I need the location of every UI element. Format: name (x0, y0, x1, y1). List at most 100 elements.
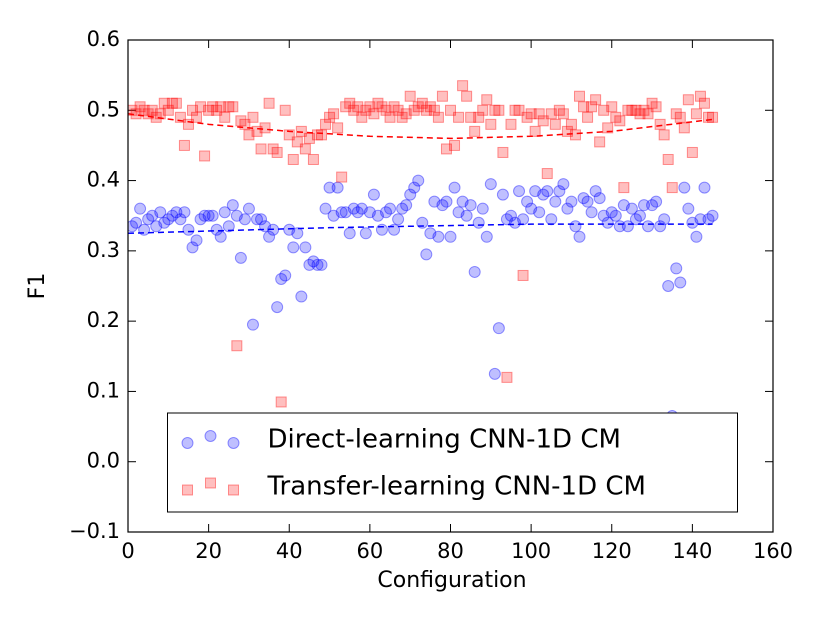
point (412, 101, 424, 113)
point (198, 209, 211, 222)
point (529, 125, 541, 137)
point (199, 150, 211, 162)
point (650, 195, 663, 208)
point (335, 206, 348, 219)
x-tick-label: 80 (437, 539, 464, 563)
point (493, 104, 505, 116)
point (440, 195, 453, 208)
point (316, 129, 327, 141)
point (436, 90, 448, 102)
point (235, 115, 247, 127)
point (577, 192, 590, 205)
point (323, 181, 336, 194)
point (352, 101, 364, 113)
point (384, 202, 397, 215)
point (128, 104, 138, 116)
point (642, 220, 655, 233)
point (162, 213, 175, 226)
point (674, 276, 687, 289)
x-tick-label: 120 (592, 539, 632, 563)
point (408, 104, 420, 116)
x-tick-label: 0 (121, 539, 134, 563)
point (674, 111, 686, 123)
point (416, 97, 428, 109)
point (557, 108, 569, 120)
point (594, 136, 606, 148)
point (432, 230, 445, 243)
point (170, 206, 183, 219)
point (166, 209, 179, 222)
point (204, 430, 217, 442)
point (703, 111, 714, 123)
point (181, 437, 194, 449)
y-axis-label: F1 (25, 273, 50, 300)
point (509, 104, 521, 116)
point (279, 104, 291, 116)
point (654, 118, 666, 130)
point (380, 206, 392, 219)
point (573, 230, 586, 243)
point (682, 202, 695, 215)
point (509, 216, 521, 229)
point (521, 195, 534, 208)
point (529, 185, 542, 198)
point (363, 206, 376, 219)
point (698, 97, 710, 109)
point (255, 213, 268, 226)
point (182, 223, 195, 236)
point (218, 206, 231, 219)
point (545, 108, 557, 120)
point (517, 213, 530, 226)
point (541, 168, 553, 180)
point (158, 97, 170, 109)
point (569, 129, 581, 141)
point (622, 104, 634, 116)
point (590, 94, 602, 106)
point (226, 199, 239, 212)
point (205, 477, 216, 489)
point (452, 206, 465, 219)
point (553, 185, 566, 198)
point (428, 195, 441, 208)
point (299, 241, 312, 254)
point (408, 181, 421, 194)
point (464, 199, 477, 212)
point (146, 209, 159, 222)
point (465, 111, 477, 123)
point (412, 174, 425, 187)
y-tick-label: 0.6 (87, 27, 120, 51)
point (206, 209, 219, 222)
point (271, 146, 283, 158)
point (574, 90, 585, 102)
point (460, 209, 473, 222)
point (311, 129, 323, 141)
point (222, 220, 235, 233)
point (191, 111, 203, 123)
point (662, 153, 674, 165)
point (561, 202, 574, 215)
point (375, 223, 388, 236)
point (686, 146, 698, 158)
point (355, 202, 368, 215)
point (348, 104, 360, 116)
point (698, 181, 711, 194)
point (404, 188, 417, 201)
point (472, 216, 485, 229)
point (327, 209, 340, 222)
x-tick-label: 40 (276, 539, 303, 563)
point (618, 182, 630, 194)
point (666, 182, 678, 194)
plot-frame (127, 39, 774, 533)
point (481, 94, 493, 106)
trend-line (128, 223, 713, 235)
point (492, 322, 505, 335)
point (561, 125, 573, 137)
point (142, 213, 155, 226)
point (497, 146, 509, 158)
point (203, 104, 215, 116)
point (174, 213, 187, 226)
point (513, 185, 526, 198)
point (504, 209, 517, 222)
point (496, 188, 509, 201)
point (158, 216, 171, 229)
